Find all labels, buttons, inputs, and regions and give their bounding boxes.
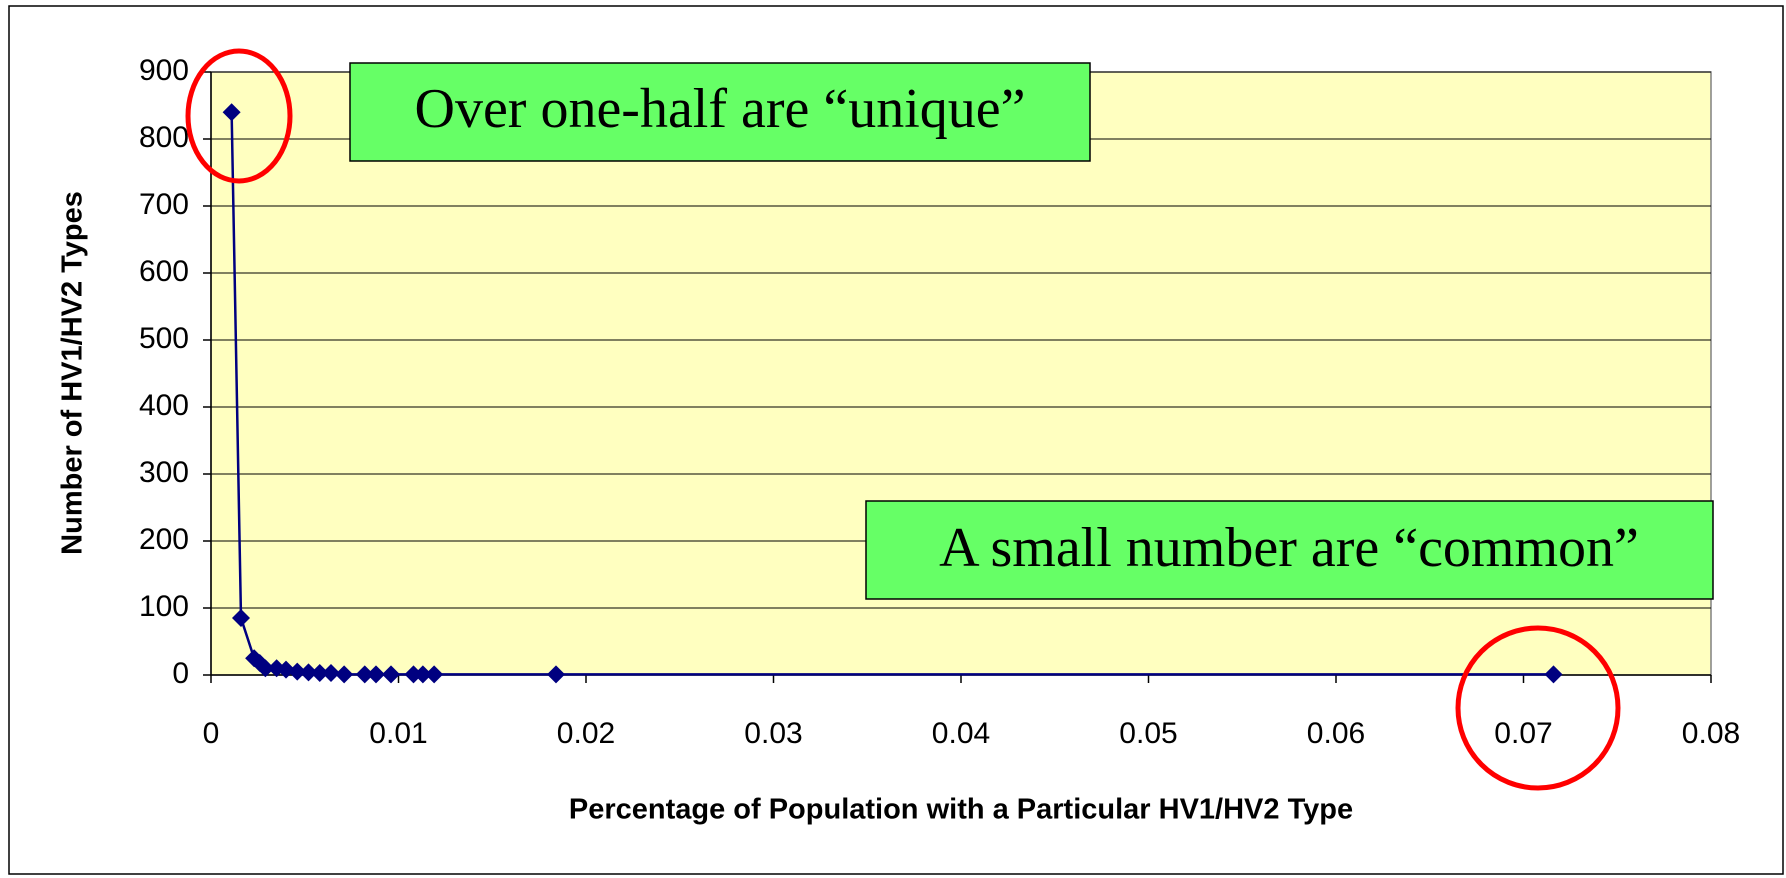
data-point (310, 663, 329, 682)
y-tick-label: 900 (139, 54, 189, 87)
data-point (222, 103, 241, 122)
data-point (232, 609, 250, 628)
data-point (1544, 665, 1563, 684)
x-tick-label: 0.05 (1119, 717, 1177, 750)
y-tick-label: 700 (139, 188, 189, 221)
y-tick-label: 300 (139, 456, 189, 489)
y-tick-label: 500 (139, 322, 189, 355)
x-tick-label: 0 (203, 717, 220, 750)
y-tick-label: 600 (139, 255, 189, 288)
y-tick-label: 0 (172, 657, 189, 690)
x-tick-label: 0.07 (1494, 717, 1552, 750)
x-tick-label: 0.02 (557, 717, 615, 750)
x-tick-label: 0.08 (1682, 717, 1740, 750)
highlight-circle (1455, 625, 1621, 791)
annotation-box (865, 500, 1714, 600)
data-point (335, 665, 354, 684)
annotation: A small number are “common” (939, 517, 1639, 579)
data-point (425, 665, 444, 684)
data-point (299, 663, 318, 682)
data-point (322, 663, 340, 682)
data-point (382, 665, 400, 684)
y-tick-label: 800 (139, 121, 189, 154)
x-tick-label: 0.04 (932, 717, 990, 750)
annotation-box (349, 62, 1091, 162)
data-point (413, 665, 432, 684)
data-point (256, 659, 275, 678)
x-tick-label: 0.01 (369, 717, 427, 750)
data-point (547, 665, 565, 684)
data-point (404, 665, 423, 684)
x-tick-label: 0.03 (744, 717, 802, 750)
data-point (355, 665, 374, 684)
y-tick-label: 100 (139, 590, 189, 623)
y-tick-label: 400 (139, 389, 189, 422)
annotation: Over one-half are “unique” (415, 78, 1026, 140)
highlight-circle (185, 48, 293, 184)
y-axis-title: Number of HV1/HV2 Types (57, 191, 89, 555)
data-point (288, 662, 307, 681)
x-tick-label: 0.06 (1307, 717, 1365, 750)
x-axis-title: Percentage of Population with a Particul… (569, 794, 1353, 826)
y-tick-label: 200 (139, 523, 189, 556)
data-point (367, 665, 385, 684)
data-point (277, 660, 295, 679)
